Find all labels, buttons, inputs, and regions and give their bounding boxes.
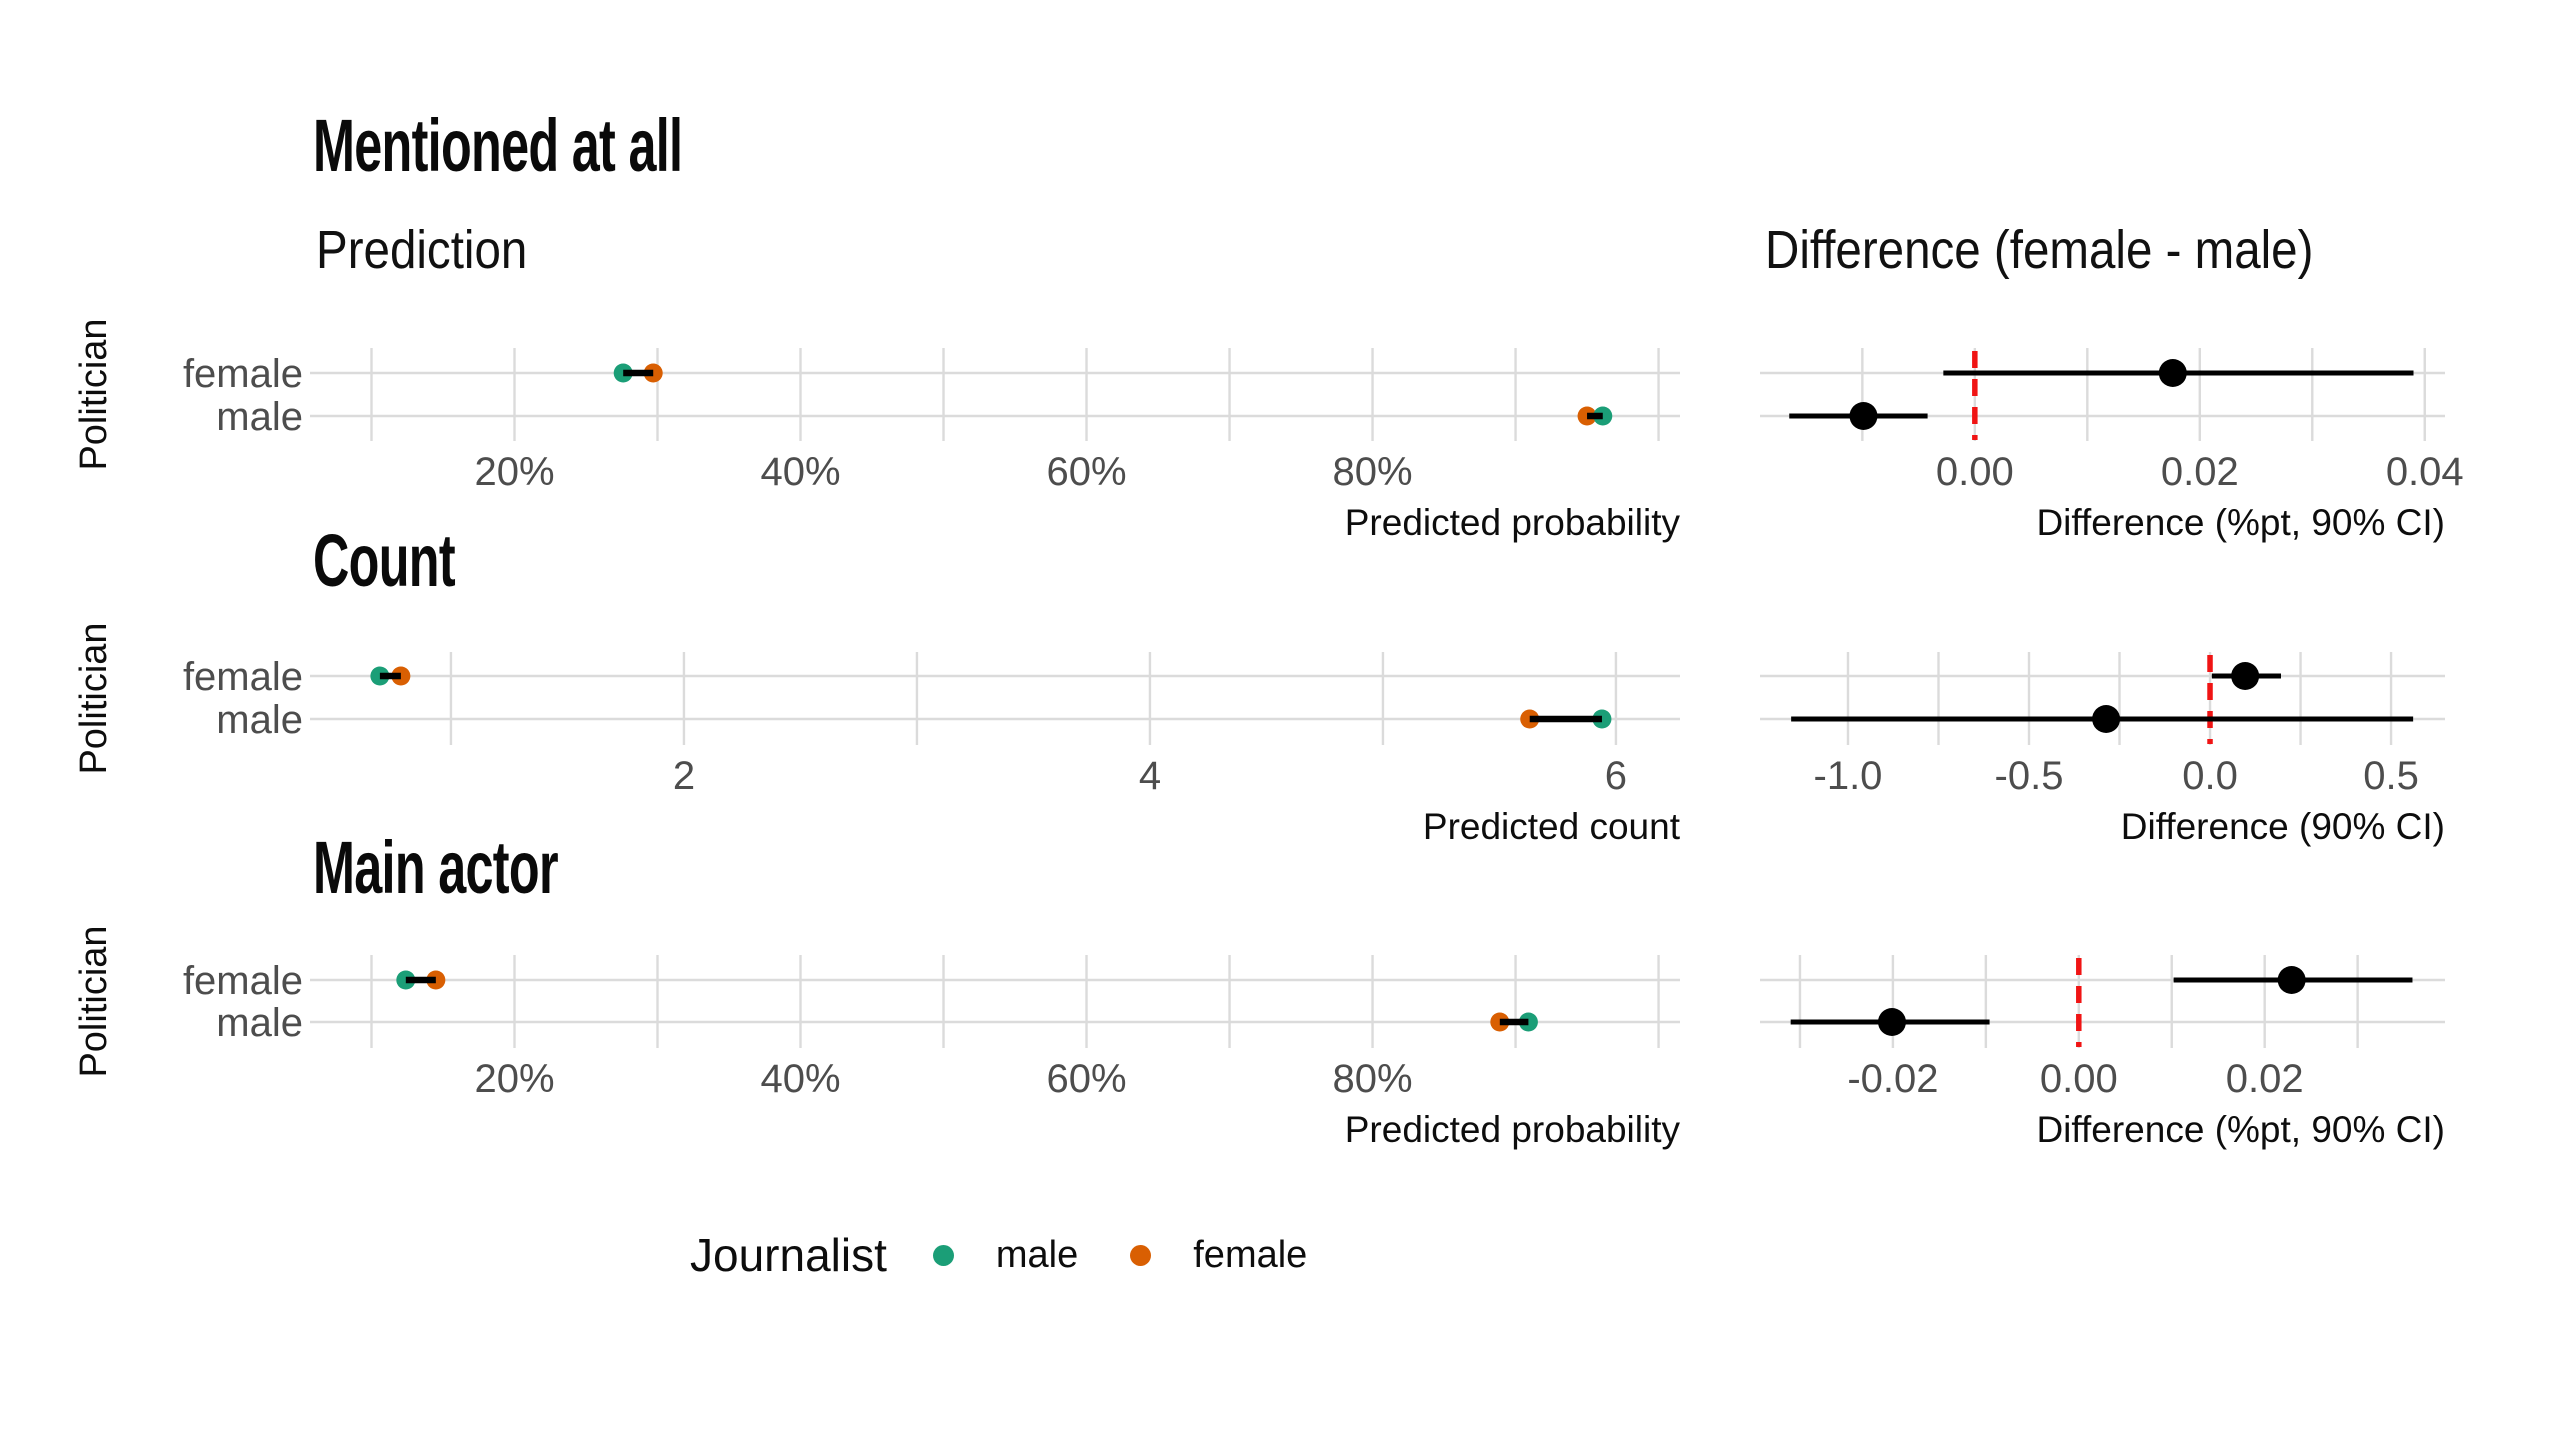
x-tick-label: 20%	[474, 450, 554, 494]
x-axis-label: Predicted probability	[1345, 502, 1681, 543]
y-axis-title: Politician	[73, 925, 115, 1077]
row-label: female	[183, 655, 303, 699]
x-tick-label: 0.02	[2161, 450, 2239, 494]
x-tick-label: 0.04	[2386, 450, 2464, 494]
legend-title: Journalist	[690, 1229, 887, 1281]
x-axis-label: Difference (%pt, 90% CI)	[2036, 502, 2445, 543]
x-tick-label: 60%	[1046, 450, 1126, 494]
male-journalist-dot-icon	[932, 1244, 954, 1266]
section-title-mentioned-at-all: Mentioned at all	[313, 104, 683, 187]
x-tick-label: 0.0	[2182, 754, 2238, 798]
x-tick-label: 60%	[1046, 1057, 1126, 1101]
female-journalist-dot-icon	[1130, 1244, 1152, 1266]
x-tick-label: 4	[1139, 754, 1161, 798]
x-tick-label: 0.00	[1936, 450, 2014, 494]
x-tick-label: 80%	[1333, 450, 1413, 494]
y-axis-title: Politician	[73, 318, 115, 470]
difference-point	[2231, 662, 2260, 690]
x-tick-label: 40%	[760, 450, 840, 494]
x-tick-label: 0.02	[2226, 1057, 2304, 1101]
row-label: male	[216, 698, 303, 742]
difference-subtitle: Difference (female - male)	[1765, 220, 2314, 280]
difference-point	[1877, 1008, 1906, 1036]
x-axis-label: Difference (%pt, 90% CI)	[2036, 1109, 2445, 1150]
x-tick-label: -0.02	[1847, 1057, 1938, 1101]
legend-item-male: male	[932, 1233, 1079, 1277]
x-tick-label: 40%	[760, 1057, 840, 1101]
x-tick-label: 2	[673, 754, 695, 798]
row-label: male	[216, 1001, 303, 1045]
prediction-subtitle: Prediction	[316, 220, 528, 280]
x-tick-label: 6	[1605, 754, 1627, 798]
y-axis-title: Politician	[73, 622, 115, 774]
x-tick-label: 0.00	[2040, 1057, 2118, 1101]
row-label: male	[216, 395, 303, 439]
x-tick-label: -0.5	[1995, 754, 2064, 798]
x-axis-label: Predicted probability	[1345, 1109, 1681, 1150]
difference-point	[2092, 705, 2121, 733]
x-axis-label: Predicted count	[1423, 806, 1681, 847]
x-tick-label: 0.5	[2363, 754, 2419, 798]
legend-label-male: male	[995, 1233, 1079, 1276]
x-tick-label: -1.0	[1814, 754, 1883, 798]
legend-label-female: female	[1193, 1233, 1308, 1276]
difference-point	[1849, 402, 1878, 430]
x-tick-label: 80%	[1333, 1057, 1413, 1101]
legend: Journalist male female	[690, 1228, 1359, 1282]
section-title-count: Count	[313, 519, 456, 602]
x-tick-label: 20%	[474, 1057, 554, 1101]
difference-point	[2158, 359, 2187, 387]
difference-point	[2277, 966, 2306, 994]
row-label: female	[183, 352, 303, 396]
x-axis-label: Difference (90% CI)	[2121, 806, 2445, 847]
section-title-main-actor: Main actor	[313, 826, 559, 909]
legend-item-female: female	[1130, 1234, 1307, 1277]
row-label: female	[183, 959, 303, 1003]
